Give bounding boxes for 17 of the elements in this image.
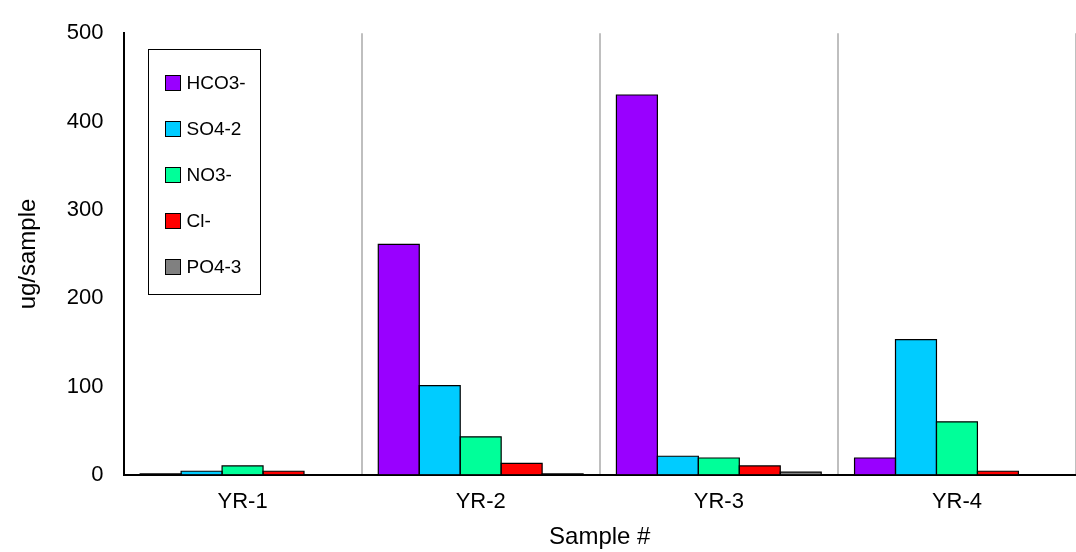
y-tick-label: 200 xyxy=(66,284,104,310)
y-tick-label: 400 xyxy=(66,107,104,133)
x-tick-label: YR-2 xyxy=(455,488,506,514)
y-tick-label: 500 xyxy=(66,19,104,45)
x-axis-title: Sample # xyxy=(549,522,652,550)
y-tick-label: 300 xyxy=(66,195,104,221)
y-tick-label: 0 xyxy=(91,460,104,486)
legend-label: SO4-2 xyxy=(186,118,242,141)
x-tick-label: YR-4 xyxy=(931,488,982,514)
x-tick-label: YR-3 xyxy=(693,488,744,514)
y-axis-title: ug/sample xyxy=(13,198,41,310)
legend-label: NO3- xyxy=(186,164,232,187)
legend-label: PO4-3 xyxy=(186,256,242,279)
legend-label: HCO3- xyxy=(186,72,246,95)
x-tick-label: YR-1 xyxy=(217,488,268,514)
y-tick-label: 100 xyxy=(66,372,104,398)
legend-label: Cl- xyxy=(186,210,211,233)
